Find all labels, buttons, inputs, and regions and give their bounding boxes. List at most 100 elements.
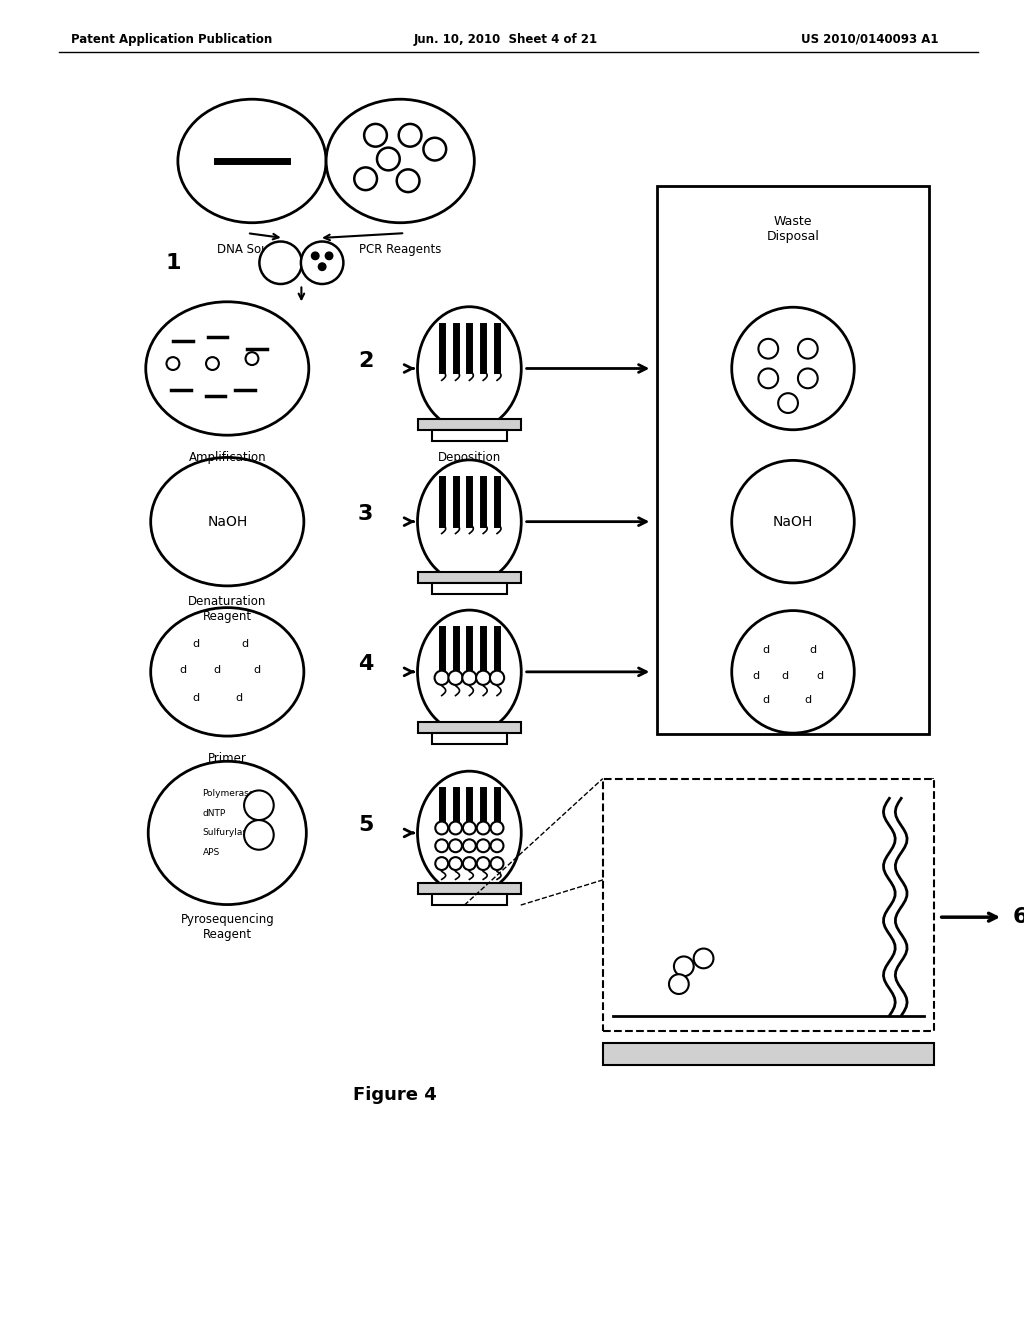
Circle shape [354, 168, 377, 190]
Ellipse shape [418, 771, 521, 895]
Circle shape [490, 840, 504, 853]
Text: S: S [686, 1003, 693, 1014]
Circle shape [246, 352, 258, 366]
Circle shape [435, 840, 449, 853]
Circle shape [669, 974, 689, 994]
Ellipse shape [151, 607, 304, 737]
Circle shape [206, 358, 219, 370]
Ellipse shape [418, 610, 521, 734]
Bar [418, 883, 521, 894]
Circle shape [450, 840, 462, 853]
Text: 1: 1 [165, 252, 180, 273]
Circle shape [244, 820, 273, 850]
Text: Figure 4: Figure 4 [353, 1086, 437, 1104]
Text: 6: 6 [1013, 907, 1024, 927]
Text: Polymerase: Polymerase [203, 789, 255, 797]
Circle shape [244, 791, 273, 820]
Text: d: d [809, 645, 816, 655]
Bar [432, 583, 507, 594]
Bar [603, 779, 934, 1031]
Text: dNTP: dNTP [203, 809, 226, 817]
Circle shape [759, 339, 778, 359]
Circle shape [434, 671, 449, 685]
Circle shape [477, 821, 489, 834]
Ellipse shape [151, 458, 304, 586]
Text: PPi+APS: PPi+APS [639, 871, 649, 912]
Circle shape [490, 821, 504, 834]
Text: d: d [214, 665, 221, 675]
Circle shape [463, 840, 476, 853]
Text: DNA Source: DNA Source [217, 243, 287, 256]
Circle shape [732, 461, 854, 583]
Circle shape [435, 821, 449, 834]
Text: d: d [193, 693, 200, 702]
Text: d: d [752, 671, 759, 681]
Circle shape [311, 252, 319, 260]
Bar [657, 186, 929, 734]
Text: ATP: ATP [682, 796, 701, 805]
Ellipse shape [418, 306, 521, 430]
Circle shape [435, 857, 449, 870]
Text: NaOH: NaOH [207, 515, 248, 528]
Bar [432, 894, 507, 906]
Text: Sulfurylase: Sulfurylase [203, 829, 253, 837]
Bar [418, 418, 521, 430]
Bar [418, 572, 521, 583]
Circle shape [674, 957, 693, 977]
Text: d: d [804, 694, 811, 705]
Circle shape [450, 821, 462, 834]
Circle shape [463, 821, 476, 834]
Ellipse shape [178, 99, 326, 223]
Bar [603, 1043, 934, 1065]
Ellipse shape [326, 99, 474, 223]
Text: Amplification: Amplification [188, 451, 266, 463]
Bar [418, 722, 521, 733]
Circle shape [167, 358, 179, 370]
Circle shape [462, 671, 476, 685]
Text: 3: 3 [358, 504, 374, 524]
Text: Jun. 10, 2010  Sheet 4 of 21: Jun. 10, 2010 Sheet 4 of 21 [414, 33, 598, 45]
Text: d: d [763, 645, 770, 655]
Circle shape [732, 308, 854, 430]
Text: dNTP: dNTP [634, 961, 660, 972]
Text: d: d [179, 665, 186, 675]
Text: 5: 5 [358, 814, 374, 836]
Text: 4: 4 [358, 653, 374, 675]
Circle shape [798, 368, 818, 388]
Text: Deposition: Deposition [437, 451, 501, 463]
Text: d: d [763, 694, 770, 705]
Circle shape [365, 124, 387, 147]
Circle shape [477, 857, 489, 870]
Circle shape [489, 671, 504, 685]
Text: d: d [781, 671, 788, 681]
Circle shape [301, 242, 343, 284]
Circle shape [424, 137, 446, 161]
Circle shape [476, 671, 490, 685]
Text: d: d [253, 665, 260, 675]
Circle shape [377, 148, 399, 170]
Circle shape [798, 339, 818, 359]
Bar [432, 733, 507, 744]
Circle shape [490, 857, 504, 870]
Text: PCR Reagents: PCR Reagents [359, 243, 441, 256]
Text: US 2010/0140093 A1: US 2010/0140093 A1 [801, 33, 939, 45]
Text: d: d [816, 671, 823, 681]
Circle shape [396, 169, 420, 193]
Circle shape [778, 393, 798, 413]
Text: APS: APS [203, 849, 220, 857]
Text: Primer: Primer [208, 752, 247, 766]
Text: Waste
Disposal: Waste Disposal [767, 215, 819, 243]
Ellipse shape [148, 762, 306, 904]
Circle shape [449, 671, 463, 685]
Circle shape [693, 949, 714, 969]
Text: d: d [193, 639, 200, 649]
Circle shape [732, 611, 854, 733]
Bar [432, 430, 507, 441]
Text: Patent Application Publication: Patent Application Publication [71, 33, 272, 45]
Text: Denaturation
Reagent: Denaturation Reagent [188, 594, 266, 623]
Circle shape [759, 368, 778, 388]
Circle shape [398, 124, 422, 147]
Circle shape [477, 840, 489, 853]
Ellipse shape [145, 302, 309, 436]
Circle shape [450, 857, 462, 870]
